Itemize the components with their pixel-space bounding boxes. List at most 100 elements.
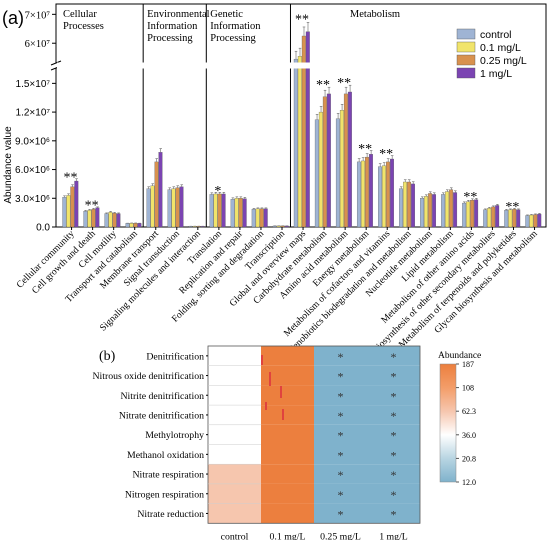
bar [62, 197, 67, 228]
bar [382, 165, 386, 228]
heatmap-column-label: 1 mg/L [379, 531, 408, 540]
bar [146, 188, 151, 228]
heatmap-cell [261, 483, 314, 504]
group-label: Environmental [147, 9, 209, 20]
y-axis-label: Abundance value [3, 126, 14, 204]
group-label: Processing [147, 33, 193, 44]
heatmap-cell [367, 483, 420, 504]
bar [104, 213, 109, 228]
bar [158, 152, 163, 228]
y-tick-label: 6×10⁷ [25, 39, 51, 50]
heatmap-cell [314, 346, 367, 366]
bar [449, 189, 454, 228]
bar [525, 215, 530, 228]
panel-b-heatmap: (b) * * * * * * * * * * * * * * * * * * Denitrification Ni… [92, 345, 481, 540]
heatmap-cell [261, 444, 314, 465]
bar [230, 199, 235, 228]
heatmap-marker: * [338, 507, 344, 521]
bar [112, 212, 117, 228]
heatmap-cell [208, 503, 261, 524]
heatmap-marker: * [391, 350, 397, 364]
heatmap-marker: * [338, 488, 344, 502]
heatmap-cell [367, 385, 420, 406]
legend-label: 0.1 mg/L [480, 42, 521, 54]
group-label: Information [147, 21, 198, 32]
axis-break-mark [50, 60, 62, 66]
bars: ********* **** ****** [57, 13, 545, 228]
bar [125, 223, 130, 228]
heatmap-cell [261, 365, 314, 386]
heatmap-cell [314, 483, 367, 504]
heatmap-cell [261, 464, 314, 484]
heatmap-row-label: Nitrate reduction [137, 509, 204, 520]
heatmap-marker: * [338, 389, 344, 403]
heatmap-cell [314, 424, 367, 445]
bar [445, 191, 450, 228]
bar [322, 96, 327, 228]
bar [356, 161, 361, 228]
color-scale-label: 36.0 [462, 431, 476, 440]
heatmap-row-label: Denitrification [146, 351, 204, 362]
bar [386, 161, 390, 228]
bar [242, 198, 247, 228]
heatmap-row-label: Nitrite denitrification [120, 391, 204, 402]
heatmap-cell [261, 503, 314, 524]
group-label: Cellular [63, 9, 97, 20]
bar [314, 119, 319, 228]
y-tick-label: 1.5×10⁷ [16, 79, 51, 90]
heatmap-row-labels: Denitrification Nitrous oxide denitrifica… [92, 351, 208, 520]
heatmap-marker: * [391, 409, 397, 423]
bar [343, 93, 348, 228]
color-scale-bar [439, 363, 457, 483]
bar [108, 212, 113, 228]
heatmap-cell [367, 424, 420, 445]
bar [263, 208, 268, 228]
panel-a-label: (a) [2, 8, 24, 28]
heatmap-row-label: Nitrate denitrification [119, 410, 204, 421]
color-scale-label: 12.0 [462, 478, 476, 487]
bar [167, 189, 172, 228]
heatmap-marker: * [338, 370, 344, 384]
bar [137, 223, 142, 228]
heatmap-cell [314, 464, 367, 484]
significance-marker: ** [463, 190, 477, 205]
heatmap-row-label: Methylotrophy [145, 430, 204, 441]
legend-swatch [456, 67, 476, 79]
bar [221, 193, 226, 228]
heatmap-cell [261, 405, 314, 425]
bar [305, 31, 310, 228]
bar [179, 186, 184, 228]
y-tick-label: 6.0×10⁶ [15, 165, 50, 176]
bar [368, 154, 373, 228]
significance-marker: ** [316, 78, 330, 93]
heatmap-row-label: Nitrous oxide denitrification [92, 371, 204, 382]
group-label: Information [210, 21, 261, 32]
heatmap-marker: * [338, 409, 344, 423]
heatmap-marker: * [338, 350, 344, 364]
heatmap-row-label: Methanol oxidation [127, 450, 204, 461]
heatmap-marker: * [391, 370, 397, 384]
heatmap-cell [367, 464, 420, 484]
heatmap-cell [367, 346, 420, 366]
significance-marker: ** [337, 76, 351, 91]
heatmap-cell [261, 424, 314, 445]
bar [495, 205, 500, 228]
y-tick-label: 3.0×10⁶ [15, 194, 50, 205]
y-tick-label: 1.2×10⁷ [16, 108, 51, 119]
legend-label: 1 mg/L [480, 68, 512, 80]
group-label: Genetic [210, 9, 243, 20]
significance-marker: ** [85, 199, 99, 214]
y-tick-label: 9.0×10⁶ [15, 136, 50, 147]
color-scale-label: 108 [462, 384, 474, 393]
bar [403, 181, 407, 228]
heatmap-row-label: Nitrogen respiration [125, 489, 204, 500]
heatmap-column-label: 0.25 mg/L [320, 531, 361, 540]
bar [116, 213, 121, 228]
heatmap-column-labels: control 0.1 mg/L 0.25 mg/L 1 mg/L [221, 531, 408, 540]
heatmap-cell [314, 444, 367, 465]
group-label: Processes [63, 21, 104, 32]
bar [537, 213, 542, 228]
